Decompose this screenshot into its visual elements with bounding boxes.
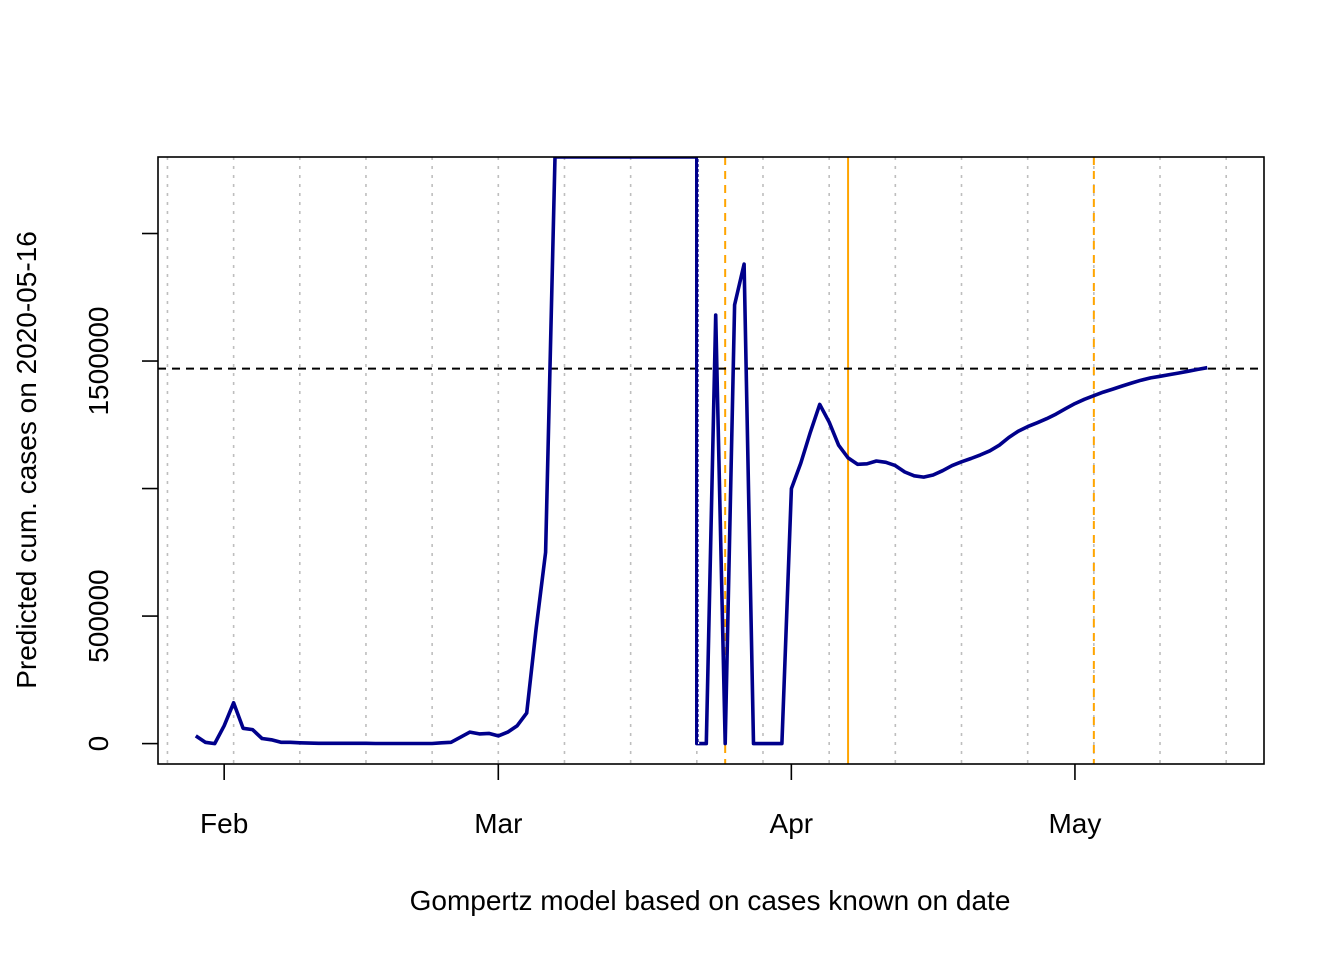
x-tick-label: Apr: [770, 808, 814, 839]
plot-frame: [157, 156, 1265, 765]
x-tick-label: Feb: [200, 808, 248, 839]
x-axis: Feb Mar Apr May: [200, 764, 1101, 839]
series-layer: [194, 157, 1208, 746]
y-tick-label: 0: [83, 736, 114, 752]
y-tick-label: 500000: [83, 569, 114, 662]
x-axis-title: Gompertz model based on cases known on d…: [410, 885, 1011, 916]
y-axis: 0 500000 1500000: [83, 232, 158, 752]
y-axis-title: Predicted cum. cases on 2020-05-16: [11, 231, 42, 689]
x-tick-label: May: [1048, 808, 1101, 839]
y-tick-label: 1500000: [83, 306, 114, 415]
series-line: [194, 157, 1208, 746]
x-tick-label: Mar: [474, 808, 522, 839]
